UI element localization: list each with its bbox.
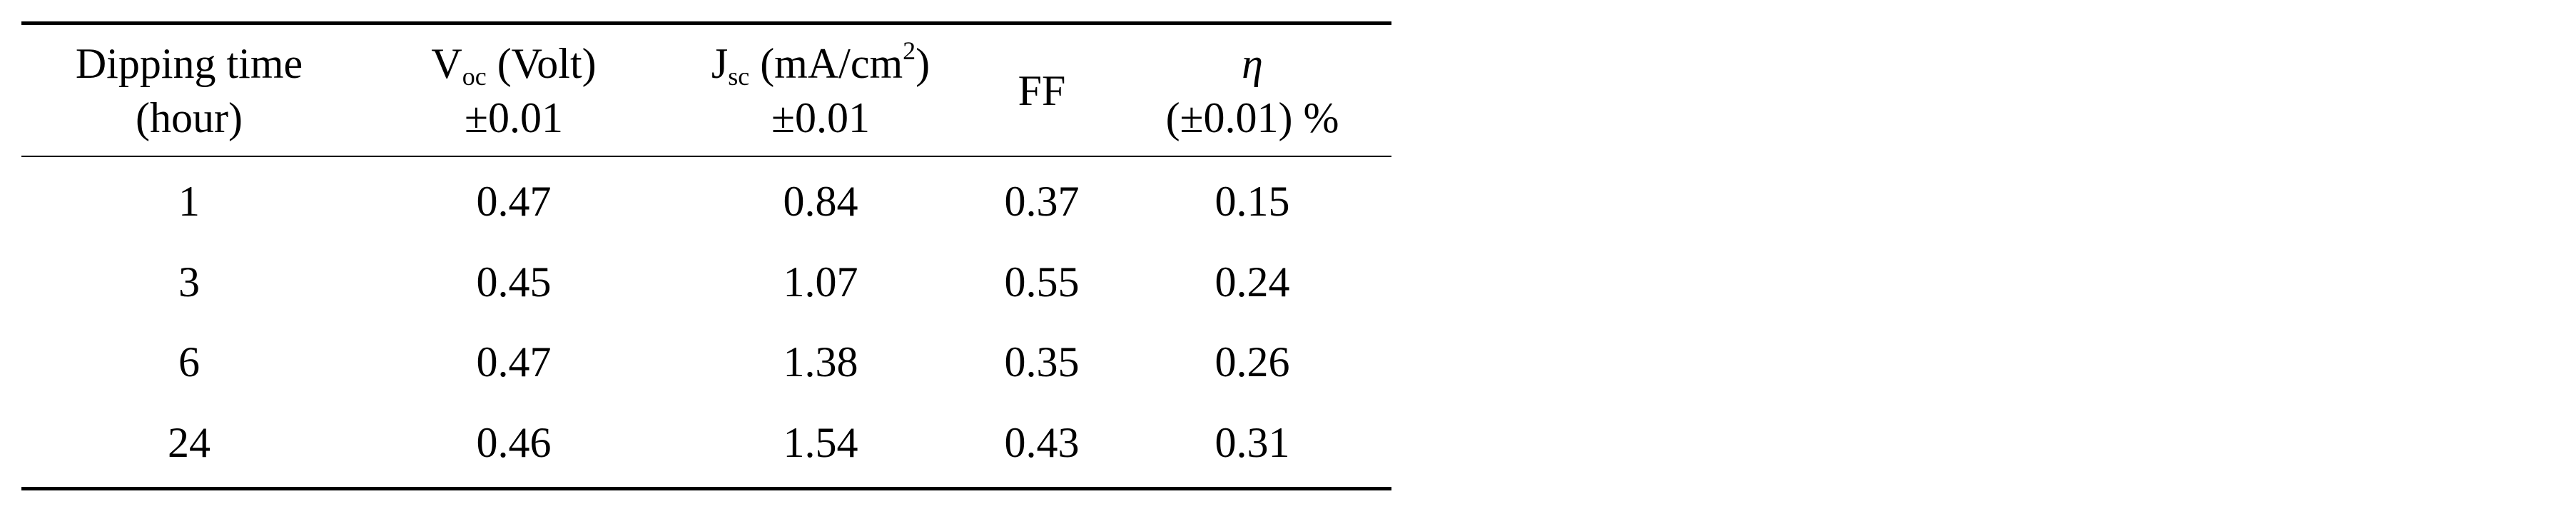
cell-voc: 0.47	[476, 178, 552, 226]
table-top-rule	[21, 21, 1391, 25]
table-bottom-rule	[21, 487, 1391, 490]
table-row: 24 0.46 1.54 0.43 0.31	[21, 403, 1391, 483]
cell-voc: 0.47	[476, 338, 552, 386]
cell-voc: 0.46	[476, 418, 552, 466]
cell-dipping-time: 3	[178, 258, 200, 306]
table-row: 3 0.45 1.07 0.55 0.24	[21, 242, 1391, 323]
table-row: 1 0.47 0.84 0.37 0.15	[21, 161, 1391, 242]
cell-ff: 0.43	[1004, 418, 1080, 466]
cell-eta: 0.31	[1215, 418, 1290, 466]
header-eta-symbol: η	[1242, 39, 1263, 87]
header-dipping-time: Dipping time (hour)	[21, 36, 357, 145]
cell-jsc: 1.54	[783, 418, 858, 466]
table-body: 1 0.47 0.84 0.37 0.15 3 0.45 1.07 0.55 0…	[21, 157, 1391, 487]
cell-ff: 0.35	[1004, 338, 1080, 386]
cell-voc: 0.45	[476, 258, 552, 306]
header-voc-symbol: V	[431, 39, 462, 87]
cell-dipping-time: 1	[178, 178, 200, 226]
cell-ff: 0.55	[1004, 258, 1080, 306]
table-header-rule	[21, 156, 1391, 157]
header-ff: FF	[970, 64, 1113, 118]
header-voc: Voc (Volt) ±0.01	[357, 36, 671, 145]
table-row: 6 0.47 1.38 0.35 0.26	[21, 322, 1391, 403]
header-voc-subscript: oc	[462, 61, 487, 91]
cell-jsc: 0.84	[783, 178, 858, 226]
cell-eta: 0.24	[1215, 258, 1290, 306]
header-voc-unit: (Volt)	[486, 39, 597, 87]
header-jsc-close: )	[916, 39, 930, 87]
cell-jsc: 1.07	[783, 258, 858, 306]
header-ff-label: FF	[1018, 66, 1066, 114]
table-header-row: Dipping time (hour) Voc (Volt) ±0.01 Jsc…	[21, 25, 1391, 156]
cell-ff: 0.37	[1004, 178, 1080, 226]
header-jsc-line2: ±0.01	[771, 94, 870, 141]
header-jsc-subscript: sc	[728, 61, 750, 91]
header-voc-line2: ±0.01	[465, 94, 563, 141]
cell-dipping-time: 24	[168, 418, 211, 466]
header-jsc-line1: Jsc (mA/cm2)	[671, 36, 970, 91]
cell-eta: 0.26	[1215, 338, 1290, 386]
header-eta: η (±0.01) %	[1113, 36, 1391, 145]
header-jsc-superscript: 2	[903, 36, 916, 65]
header-eta-line2: (±0.01) %	[1165, 94, 1339, 141]
cell-dipping-time: 6	[178, 338, 200, 386]
header-jsc-symbol: J	[711, 39, 729, 87]
cell-jsc: 1.38	[783, 338, 858, 386]
header-jsc-unit: (mA/cm	[749, 39, 903, 87]
header-dipping-time-line1: Dipping time	[75, 39, 303, 87]
header-voc-line1: Voc (Volt)	[357, 36, 671, 91]
header-jsc: Jsc (mA/cm2) ±0.01	[671, 36, 970, 145]
cell-eta: 0.15	[1215, 178, 1290, 226]
header-dipping-time-line2: (hour)	[136, 94, 243, 141]
results-table: Dipping time (hour) Voc (Volt) ±0.01 Jsc…	[21, 21, 1391, 490]
